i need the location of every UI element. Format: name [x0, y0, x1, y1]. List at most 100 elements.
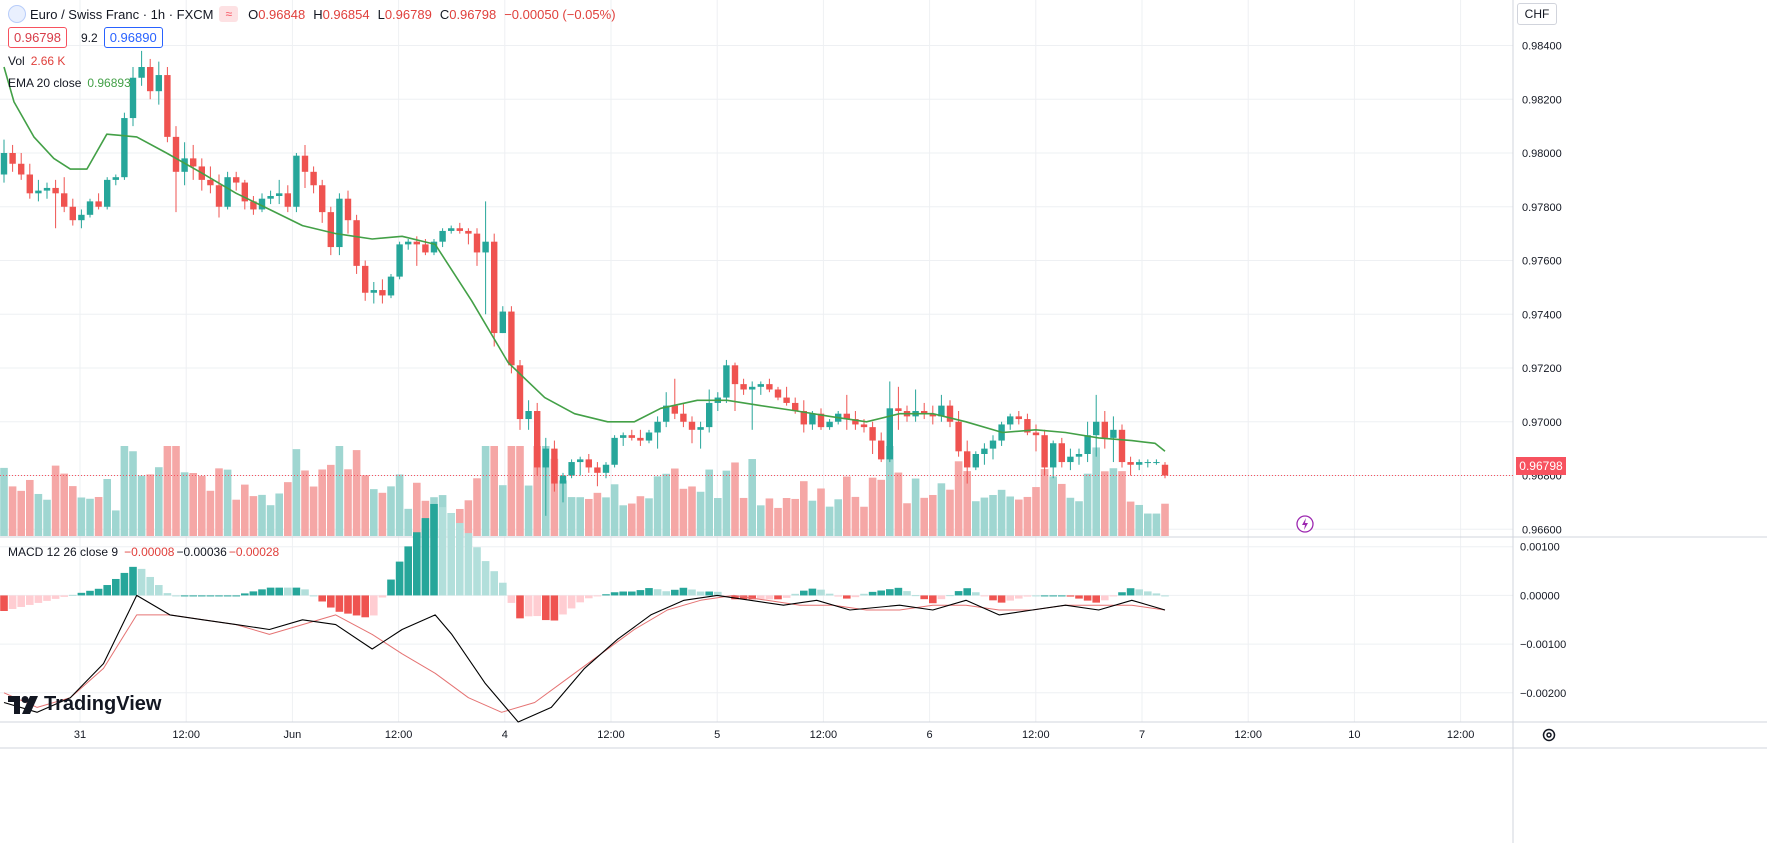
- settings-gear-icon[interactable]: [1541, 727, 1557, 743]
- volume-bar: [473, 478, 481, 536]
- spread-value: 9.2: [81, 30, 98, 45]
- macd-hist-bar: [1040, 595, 1049, 597]
- buy-button[interactable]: 0.96890: [103, 27, 163, 48]
- candle-body: [86, 201, 94, 215]
- macd-hist-bar: [163, 593, 172, 596]
- volume-bar: [894, 472, 903, 536]
- candle-body: [826, 421, 833, 428]
- candle-body: [852, 419, 859, 425]
- volume-bar: [997, 489, 1006, 536]
- volume-bar: [404, 508, 412, 536]
- candle-body: [430, 241, 438, 253]
- volume-bar: [1006, 496, 1014, 536]
- candle-body: [448, 228, 455, 231]
- macd-hist-bar: [800, 590, 808, 596]
- volume-bar: [266, 505, 275, 536]
- sell-button[interactable]: 0.96798: [8, 27, 67, 48]
- tradingview-logo[interactable]: TradingView: [8, 693, 161, 716]
- macd-tick-label: 0.00100: [1520, 542, 1560, 554]
- volume-bar: [585, 498, 593, 536]
- volume-bar: [757, 505, 765, 536]
- macd-hist-bar: [954, 591, 963, 596]
- macd-hist-bar: [1058, 595, 1066, 597]
- bolt-icon[interactable]: [1296, 515, 1314, 533]
- macd-hist-bar: [1161, 595, 1169, 597]
- price-tick-label: 0.97800: [1522, 202, 1562, 214]
- volume-bar: [1135, 504, 1143, 536]
- candle-body: [499, 311, 506, 334]
- candle-body: [1110, 429, 1117, 438]
- macd-hist-bar: [189, 595, 197, 597]
- volume-bar: [499, 485, 507, 536]
- candle-body: [78, 214, 85, 221]
- macd-hist-bar: [318, 595, 326, 602]
- candle-body: [516, 365, 524, 420]
- volume-bar: [292, 449, 301, 536]
- candle-body: [319, 185, 326, 213]
- time-tick-label: 12:00: [1447, 729, 1475, 741]
- macd-hist-bar: [292, 587, 301, 596]
- macd-hist-bar: [628, 591, 636, 596]
- macd-hist-bar: [911, 595, 920, 597]
- candle-body: [611, 437, 618, 465]
- candle-body: [1084, 435, 1091, 454]
- volume-bar: [946, 489, 954, 536]
- macd-hist-bar: [868, 591, 877, 596]
- macd-hist-bar: [395, 561, 404, 596]
- volume-bar: [808, 500, 817, 536]
- candle-body: [18, 163, 25, 175]
- candle-body: [207, 179, 214, 186]
- candle-body: [972, 454, 979, 468]
- candle-body: [1041, 435, 1048, 468]
- macd-hist-bar: [370, 595, 378, 616]
- volume-bar: [920, 497, 928, 536]
- candle-body: [190, 158, 197, 167]
- macd-hist-bar: [946, 595, 954, 597]
- candle-body: [620, 435, 627, 438]
- volume-bar: [705, 469, 713, 536]
- market-status-icon[interactable]: ≈: [219, 6, 239, 22]
- volume-bar: [206, 490, 215, 536]
- volume-bar: [395, 474, 404, 536]
- macd-hist-bar: [1049, 595, 1057, 597]
- macd-hist-bar: [404, 546, 412, 596]
- macd-hist-bar: [0, 595, 8, 611]
- volume-bar: [696, 491, 705, 536]
- volume-bar: [1126, 501, 1135, 536]
- currency-selector[interactable]: CHF: [1517, 3, 1557, 25]
- macd-hist-bar: [688, 589, 696, 596]
- macd-hist-bar: [1118, 592, 1126, 596]
- macd-hist-bar: [894, 587, 903, 596]
- volume-bar: [1032, 487, 1040, 536]
- macd-hist-bar: [817, 589, 825, 596]
- candle-body: [129, 77, 137, 119]
- macd-hist-bar: [413, 532, 421, 596]
- macd-legend[interactable]: MACD 12 26 close 9 −0.00008 −0.00036 −0.…: [8, 545, 285, 559]
- candle-body: [233, 177, 240, 183]
- time-tick-label: 12:00: [597, 729, 625, 741]
- volume-bar: [456, 508, 464, 536]
- volume-bar: [378, 492, 387, 536]
- volume-bar: [1118, 471, 1126, 536]
- candle-body: [1024, 419, 1031, 433]
- price-tick-label: 0.97000: [1522, 417, 1562, 429]
- macd-hist-bar: [26, 595, 34, 605]
- candle-body: [878, 440, 885, 460]
- macd-hist-bar: [172, 595, 180, 597]
- macd-hist-bar: [696, 591, 705, 596]
- volume-bar: [1015, 499, 1023, 536]
- volume-bar: [688, 486, 696, 536]
- macd-hist-bar: [671, 589, 679, 596]
- macd-hist-bar: [886, 589, 894, 596]
- candle-body: [172, 136, 180, 172]
- symbol-title[interactable]: Euro / Swiss Franc · 1h · FXCM: [30, 6, 214, 22]
- candle-body: [327, 212, 334, 248]
- volume-legend[interactable]: Vol 2.66 K: [8, 54, 71, 68]
- candle-body: [258, 198, 266, 210]
- macd-hist-bar: [705, 591, 713, 596]
- ema-legend[interactable]: EMA 20 close 0.96893: [8, 76, 137, 90]
- volume-bar: [86, 498, 94, 536]
- candle-body: [310, 171, 317, 186]
- macd-hist-bar: [903, 591, 911, 596]
